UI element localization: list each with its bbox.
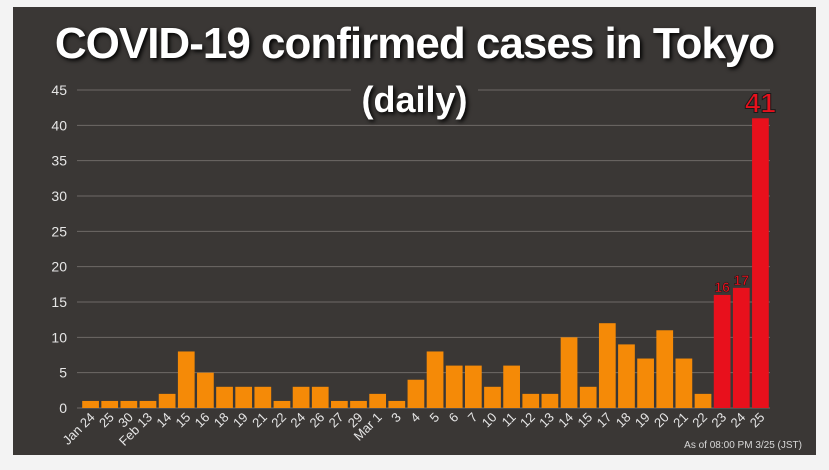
x-tick-label: 21 (670, 410, 691, 431)
bar (388, 400, 406, 408)
bar (579, 386, 597, 408)
bar (618, 344, 635, 408)
x-tick-label: 24 (287, 410, 308, 431)
bar (464, 365, 482, 408)
x-tick-label: 13 (536, 410, 557, 431)
x-tick-label: 17 (594, 410, 615, 431)
x-tick-label: 16 (192, 410, 213, 431)
y-tick-label: 25 (51, 223, 67, 239)
bar (350, 400, 367, 408)
chart-subtitle-wrap: (daily) (13, 79, 816, 121)
x-tick-label: 10 (479, 410, 500, 431)
x-tick-label: 6 (446, 410, 462, 426)
y-tick-label: 5 (59, 365, 67, 381)
x-tick-label: 25 (747, 410, 768, 431)
bar (82, 400, 99, 408)
x-tick-label: 25 (96, 410, 117, 431)
x-tick-label: 15 (574, 410, 595, 431)
bar (197, 372, 214, 408)
x-tick-label: 18 (211, 410, 232, 431)
x-tick-label: 14 (153, 410, 174, 431)
bar (656, 330, 674, 408)
data-label: 41 (745, 87, 776, 118)
x-tick-label: 24 (728, 410, 749, 431)
bar (177, 351, 195, 408)
bar (369, 393, 387, 408)
x-tick-label: 22 (268, 410, 289, 431)
bar (752, 118, 769, 409)
bar (273, 400, 291, 408)
bar (637, 358, 654, 408)
y-tick-label: 30 (51, 188, 67, 204)
bar (732, 287, 750, 408)
x-tick-label: 3 (388, 410, 404, 426)
x-tick-label: 23 (708, 410, 729, 431)
x-tick-label: 19 (230, 410, 251, 431)
x-tick-label: 5 (426, 410, 442, 426)
x-tick-label: 20 (651, 410, 672, 431)
y-tick-label: 40 (51, 117, 67, 133)
y-tick-label: 20 (51, 259, 67, 275)
x-tick-label: 14 (555, 410, 576, 431)
bar (216, 386, 233, 408)
data-label: 16 (714, 279, 730, 295)
bar (426, 351, 444, 408)
y-tick-label: 0 (59, 400, 67, 416)
bar (503, 365, 520, 408)
x-tick-label: 19 (632, 410, 653, 431)
bar (445, 365, 463, 408)
x-tick-label: 26 (307, 410, 328, 431)
bar (311, 386, 329, 408)
y-tick-label: 10 (51, 329, 67, 345)
bar (254, 386, 272, 408)
data-labels: 16 17 41 (714, 87, 776, 295)
bar (120, 400, 138, 408)
bar (292, 386, 310, 408)
x-tick-label: 12 (517, 410, 538, 431)
bar (158, 393, 176, 408)
y-tick-label: 15 (51, 294, 67, 310)
y-tick-label: 45 (51, 82, 67, 98)
bar (484, 386, 501, 408)
bar (675, 358, 693, 408)
bar (407, 379, 425, 408)
bars (82, 118, 769, 409)
y-axis-ticks: 0 5 10 15 20 25 30 35 40 45 (51, 82, 67, 416)
x-tick-label: 7 (465, 410, 481, 426)
bar (331, 400, 348, 408)
bar (560, 337, 578, 408)
chart-title: COVID-19 confirmed cases in Tokyo (54, 19, 775, 68)
x-tick-label: 21 (249, 410, 270, 431)
x-tick-label: 11 (499, 410, 519, 430)
bar (713, 294, 731, 408)
chart-subtitle: (daily) (351, 79, 478, 121)
bar (694, 393, 712, 408)
as-of-note: As of 08:00 PM 3/25 (JST) (684, 440, 802, 451)
bar (541, 393, 559, 408)
x-tick-label: 27 (326, 410, 347, 431)
y-tick-label: 35 (51, 153, 67, 169)
chart-panel: 0 5 10 15 20 25 30 35 40 45 Jan 24 25 30 Feb 13 14 15 1… (13, 7, 816, 455)
bar (598, 323, 616, 408)
x-tick-label: 22 (689, 410, 710, 431)
bar (522, 393, 540, 408)
data-label: 17 (734, 272, 750, 288)
bar (235, 386, 253, 408)
bar (139, 400, 157, 408)
x-tick-label: 15 (173, 410, 194, 431)
x-tick-label: 18 (613, 410, 634, 431)
x-tick-label: 4 (407, 410, 423, 426)
bar (101, 400, 119, 408)
